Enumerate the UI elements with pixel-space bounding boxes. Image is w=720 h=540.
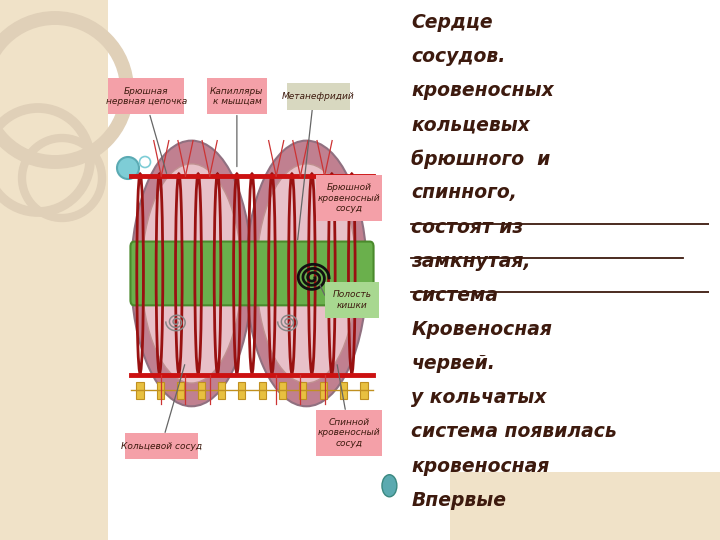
FancyBboxPatch shape: [315, 410, 382, 456]
Text: Впервые: Впервые: [411, 491, 506, 510]
Bar: [279, 382, 286, 399]
Ellipse shape: [131, 140, 252, 406]
Text: кровеносных: кровеносных: [411, 81, 554, 100]
Text: система: система: [411, 286, 498, 305]
Text: замкнутая,: замкнутая,: [411, 252, 531, 271]
Text: система появилась: система появилась: [411, 422, 617, 442]
Text: у кольчатых: у кольчатых: [411, 388, 547, 407]
Text: Полость
кишки: Полость кишки: [333, 291, 372, 310]
Text: Сердце: Сердце: [411, 12, 493, 32]
Bar: [300, 382, 307, 399]
Text: кольцевых: кольцевых: [411, 115, 531, 134]
Bar: [197, 382, 204, 399]
Ellipse shape: [246, 140, 367, 406]
Circle shape: [382, 475, 397, 497]
Text: червей.: червей.: [411, 354, 495, 373]
Ellipse shape: [142, 164, 241, 383]
Text: спинного,: спинного,: [411, 184, 517, 202]
Text: сосудов.: сосудов.: [411, 47, 505, 66]
Bar: [258, 382, 266, 399]
Text: кровеносная: кровеносная: [411, 457, 549, 476]
Bar: [238, 382, 246, 399]
FancyBboxPatch shape: [130, 241, 374, 305]
Text: Кровеносная: Кровеносная: [411, 320, 552, 339]
Bar: [177, 382, 184, 399]
Bar: [0, 0, 108, 540]
FancyBboxPatch shape: [325, 282, 379, 318]
Text: брюшного  и: брюшного и: [411, 149, 551, 169]
Text: Капилляры
к мышцам: Капилляры к мышцам: [210, 86, 264, 106]
FancyBboxPatch shape: [287, 83, 351, 110]
Bar: [360, 382, 367, 399]
Bar: [320, 382, 327, 399]
Bar: [340, 382, 347, 399]
Bar: [157, 382, 164, 399]
Text: Брюшной
кровеносный
сосуд: Брюшной кровеносный сосуд: [318, 183, 380, 213]
FancyBboxPatch shape: [315, 175, 382, 221]
Bar: [137, 382, 144, 399]
Bar: [0, 462, 108, 540]
Text: Спинной
кровеносный
сосуд: Спинной кровеносный сосуд: [318, 418, 380, 448]
Text: Метанефридий: Метанефридий: [282, 92, 355, 101]
Text: Кольцевой сосуд: Кольцевой сосуд: [121, 442, 202, 451]
Circle shape: [117, 157, 139, 179]
Text: Брюшная
нервная цепочка: Брюшная нервная цепочка: [106, 86, 186, 106]
FancyBboxPatch shape: [207, 78, 267, 114]
Bar: [218, 382, 225, 399]
Text: состоят из: состоят из: [411, 218, 523, 237]
FancyBboxPatch shape: [125, 433, 197, 460]
Ellipse shape: [256, 164, 356, 383]
Bar: [450, 472, 720, 540]
FancyBboxPatch shape: [109, 78, 184, 114]
